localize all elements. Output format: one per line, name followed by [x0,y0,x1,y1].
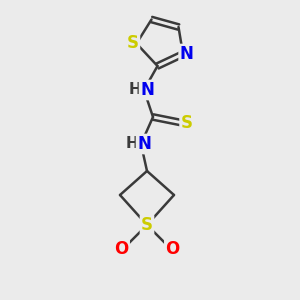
Text: S: S [141,216,153,234]
Text: S: S [181,114,193,132]
Text: O: O [114,240,129,258]
Text: O: O [165,240,180,258]
Text: S: S [127,34,139,52]
Text: N: N [137,135,151,153]
Text: H: H [126,136,138,152]
Text: H: H [129,82,141,98]
Text: N: N [180,45,194,63]
Text: N: N [140,81,154,99]
